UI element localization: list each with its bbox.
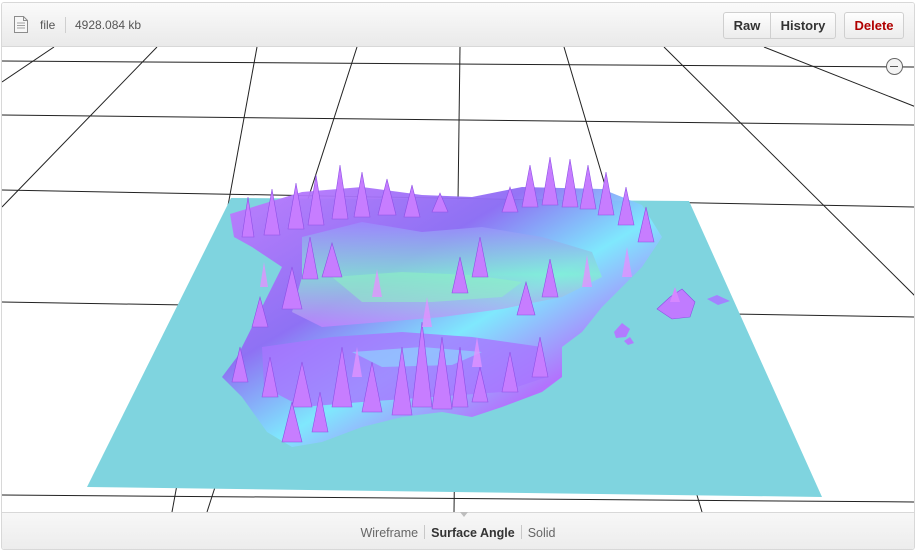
3d-scene[interactable] bbox=[2, 47, 915, 512]
stl-viewer-frame: file 4928.084 kb Raw History Delete bbox=[1, 2, 915, 550]
delete-button[interactable]: Delete bbox=[844, 12, 904, 39]
document-icon bbox=[14, 16, 28, 33]
file-mode-label: file bbox=[40, 18, 56, 32]
file-actions-group: Raw History bbox=[723, 12, 836, 39]
history-button[interactable]: History bbox=[771, 12, 836, 39]
footer-indicator-arrow bbox=[460, 512, 468, 517]
terrain-mesh bbox=[222, 156, 730, 447]
view-mode-bar: Wireframe Surface Angle Solid bbox=[2, 512, 914, 549]
raw-button[interactable]: Raw bbox=[723, 12, 771, 39]
mode-solid[interactable]: Solid bbox=[527, 526, 556, 540]
zoom-out-icon[interactable] bbox=[886, 58, 903, 75]
3d-viewport[interactable] bbox=[2, 47, 915, 512]
mode-surface-angle[interactable]: Surface Angle bbox=[431, 526, 515, 540]
file-header: file 4928.084 kb Raw History Delete bbox=[2, 3, 914, 47]
mode-wireframe[interactable]: Wireframe bbox=[360, 526, 419, 540]
file-size: 4928.084 kb bbox=[75, 18, 142, 32]
mode-divider bbox=[424, 525, 426, 539]
header-divider bbox=[65, 17, 66, 33]
view-mode-switcher: Wireframe Surface Angle Solid bbox=[2, 525, 914, 540]
mode-divider bbox=[520, 525, 522, 539]
